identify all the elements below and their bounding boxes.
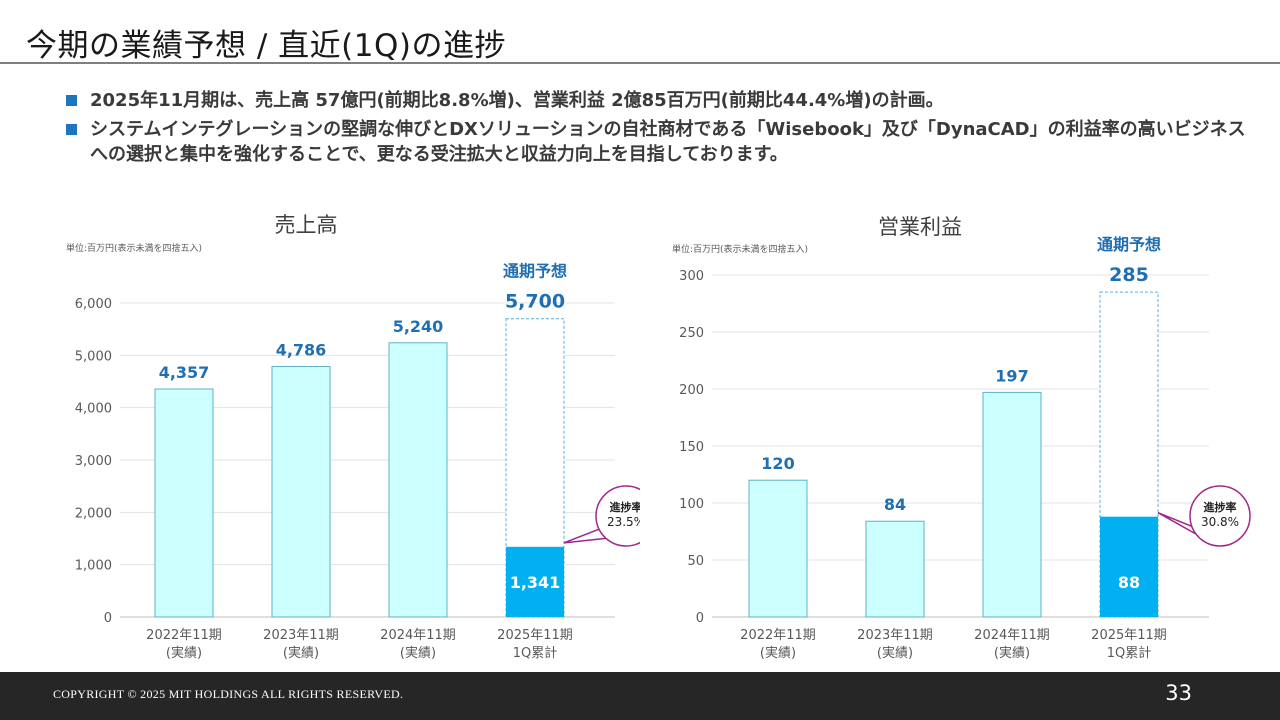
y-tick-label: 150 — [679, 440, 704, 455]
unit-note: 単位:百万円(表示未満を四捨五入) — [66, 242, 202, 254]
y-tick-label: 4,000 — [75, 402, 112, 417]
bullet-item: 2025年11月期は、売上高 57億円(前期比8.8%増)、営業利益 2億85百… — [66, 88, 1256, 113]
callout-mask — [606, 524, 618, 538]
progress-value: 30.8% — [1201, 515, 1239, 529]
x-tick-label: 2024年11期 — [974, 628, 1050, 643]
bullet-square-icon — [66, 95, 77, 106]
x-tick-sublabel: (実績) — [166, 645, 202, 661]
x-tick-sublabel: (実績) — [400, 645, 436, 661]
bar-value-label: 5,240 — [393, 317, 444, 336]
bar-value-label: 197 — [995, 366, 1028, 385]
title-divider — [0, 62, 1280, 64]
y-tick-label: 100 — [679, 497, 704, 512]
bar-value-label: 120 — [761, 454, 794, 473]
x-tick-sublabel: (実績) — [877, 645, 913, 661]
page-title: 今期の業績予想 / 直近(1Q)の進捗 — [26, 28, 506, 64]
x-tick-sublabel: 1Q累計 — [1107, 645, 1152, 661]
copyright-text: COPYRIGHT © 2025 MIT HOLDINGS ALL RIGHTS… — [53, 687, 404, 701]
x-tick-sublabel: 1Q累計 — [513, 645, 558, 661]
x-tick-label: 2024年11期 — [380, 628, 456, 643]
x-tick-label: 2025年11期 — [497, 628, 573, 643]
current-bar — [506, 546, 564, 617]
page-number: 33 — [1165, 681, 1192, 705]
bar-value-label: 1,341 — [510, 573, 561, 592]
bullet-text: システムインテグレーションの堅調な伸びとDXソリューションの自社商材である「Wi… — [90, 119, 1246, 165]
bar — [865, 520, 925, 618]
bullet-text: 2025年11月期は、売上高 57億円(前期比8.8%増)、営業利益 2億85百… — [90, 90, 944, 111]
operating-profit-chart: 営業利益単位:百万円(表示未満を四捨五入) 0 50 100 150 200 250 300 1… — [640, 200, 1260, 670]
bar — [388, 342, 448, 618]
y-tick-label: 0 — [104, 611, 112, 626]
x-tick-label: 2022年11期 — [146, 628, 222, 643]
bullet-square-icon — [66, 124, 77, 135]
bullet-item: システムインテグレーションの堅調な伸びとDXソリューションの自社商材である「Wi… — [66, 117, 1256, 167]
current-bar — [1100, 516, 1158, 617]
chart-title: 営業利益 — [878, 215, 962, 239]
bar-value-label: 4,786 — [276, 341, 327, 360]
progress-value: 23.5% — [607, 515, 640, 529]
sales-chart: 売上高単位:百万円(表示未満を四捨五入) 0 1,000 2,000 3,000 4,00… — [40, 200, 640, 670]
y-tick-label: 300 — [679, 269, 704, 284]
summary-bullets: 2025年11月期は、売上高 57億円(前期比8.8%増)、営業利益 2億85百… — [66, 88, 1256, 171]
y-tick-label: 1,000 — [75, 559, 112, 574]
forecast-label: 通期予想 — [1097, 235, 1161, 254]
unit-note: 単位:百万円(表示未満を四捨五入) — [672, 243, 808, 255]
progress-label: 進捗率 — [610, 500, 641, 514]
bar-value-label: 4,357 — [159, 363, 210, 382]
progress-label: 進捗率 — [1204, 500, 1237, 514]
footer-bar: COPYRIGHT © 2025 MIT HOLDINGS ALL RIGHTS… — [0, 672, 1280, 720]
x-tick-label: 2023年11期 — [857, 628, 933, 643]
x-tick-sublabel: (実績) — [283, 645, 319, 661]
bar — [748, 479, 808, 618]
y-tick-label: 0 — [696, 611, 704, 626]
x-tick-sublabel: (実績) — [994, 645, 1030, 661]
bar — [154, 388, 214, 618]
x-tick-label: 2023年11期 — [263, 628, 339, 643]
forecast-label: 通期予想 — [503, 262, 567, 281]
bar — [271, 366, 331, 618]
y-tick-label: 50 — [687, 554, 704, 569]
y-tick-label: 3,000 — [75, 454, 112, 469]
bar — [982, 391, 1042, 618]
forecast-value-label: 5,700 — [505, 291, 565, 313]
y-tick-label: 6,000 — [75, 297, 112, 312]
callout-mask — [1200, 524, 1212, 538]
bar-value-label: 88 — [1118, 573, 1140, 592]
x-tick-label: 2022年11期 — [740, 628, 816, 643]
y-tick-label: 200 — [679, 383, 704, 398]
chart-title: 売上高 — [275, 213, 338, 237]
bar-value-label: 84 — [884, 495, 906, 514]
y-tick-label: 250 — [679, 326, 704, 341]
x-tick-sublabel: (実績) — [760, 645, 796, 661]
y-tick-label: 2,000 — [75, 506, 112, 521]
y-tick-label: 5,000 — [75, 349, 112, 364]
forecast-value-label: 285 — [1109, 264, 1149, 286]
x-tick-label: 2025年11期 — [1091, 628, 1167, 643]
